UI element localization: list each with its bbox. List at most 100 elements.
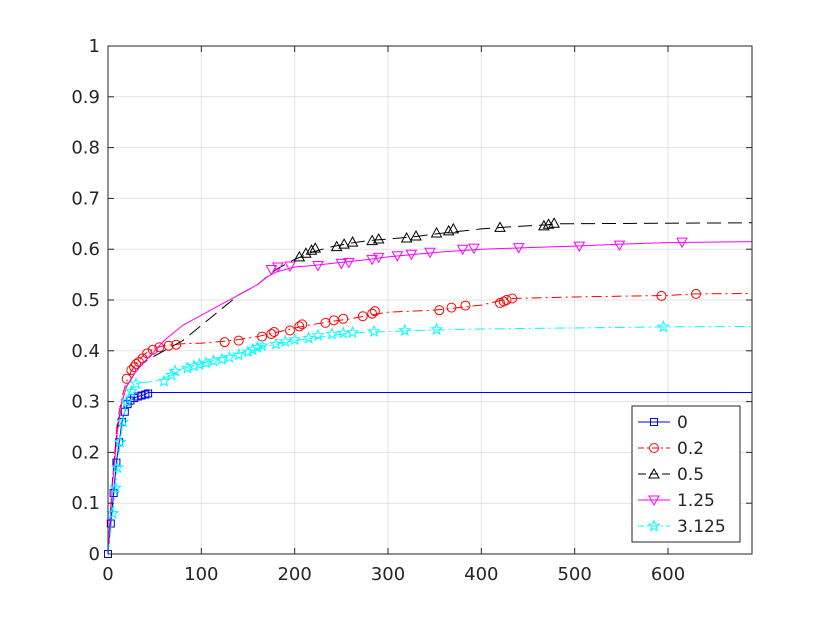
data-point-s4-15 — [206, 354, 221, 367]
data-point-s4-23 — [269, 337, 283, 350]
data-point-s2-4 — [330, 240, 343, 252]
series-line-4 — [107, 325, 753, 555]
data-point-s1-24 — [369, 306, 380, 317]
legend-marker-4 — [647, 519, 661, 532]
data-point-s4-32 — [398, 323, 412, 337]
data-point-s2-9 — [400, 231, 413, 243]
y-tick-label-2: 0.2 — [71, 442, 100, 463]
x-tick-label-5: 500 — [557, 564, 591, 585]
series-4 — [106, 319, 753, 555]
data-point-s1-3 — [131, 359, 141, 370]
axes: 0 100 200 300 400 500 600 0 0.1 0.2 0.3 0.4 0.5 0.6 0.… — [71, 36, 753, 585]
data-point-s1-15 — [269, 327, 280, 338]
series-1 — [107, 288, 753, 555]
data-point-s4-33 — [429, 322, 444, 336]
data-point-s3-7 — [372, 252, 385, 264]
data-point-s1-30 — [501, 295, 512, 305]
data-point-s1-33 — [691, 288, 701, 299]
data-point-s4-26 — [302, 331, 316, 344]
legend-marker-0 — [650, 418, 658, 426]
data-point-s1-21 — [338, 313, 349, 324]
data-point-s4-16 — [215, 352, 229, 366]
data-point-s4-21 — [250, 340, 264, 353]
data-point-s2-14 — [494, 221, 506, 232]
data-point-s3-3 — [312, 260, 324, 272]
data-point-s4-24 — [278, 334, 292, 348]
data-point-s3-6 — [366, 254, 378, 266]
y-tick-label-0: 0 — [89, 544, 100, 565]
data-point-s3-8 — [391, 251, 404, 262]
data-point-s1-8 — [154, 342, 165, 353]
x-tick-label-2: 200 — [277, 564, 311, 585]
data-point-s2-1 — [300, 247, 312, 258]
data-point-s2-12 — [442, 224, 455, 236]
data-point-s1-25 — [434, 305, 445, 316]
data-point-s3-13 — [512, 243, 525, 254]
data-point-s3-2 — [284, 261, 296, 272]
data-point-s1-12 — [233, 335, 244, 346]
y-tick-label-10: 1 — [89, 36, 100, 57]
data-point-s3-15 — [613, 240, 626, 252]
legend-entry-3: 1.25 — [638, 491, 715, 511]
data-point-s4-31 — [367, 324, 381, 338]
data-point-s3-16 — [676, 237, 688, 249]
data-point-s1-27 — [460, 300, 471, 311]
data-point-s2-10 — [410, 229, 422, 241]
series-group — [104, 217, 753, 558]
data-point-s4-34 — [656, 319, 670, 333]
data-point-s3-9 — [405, 249, 418, 261]
legend-label-1: 0.2 — [677, 439, 704, 459]
y-tick-label-7: 0.7 — [71, 188, 100, 209]
legend-marker-1 — [649, 443, 659, 453]
y-tick-label-5: 0.5 — [71, 290, 100, 311]
data-point-s2-7 — [366, 234, 378, 246]
data-point-s4-20 — [246, 342, 260, 356]
data-point-s4-30 — [345, 325, 360, 339]
data-point-s2-2 — [305, 244, 318, 255]
data-point-s4-25 — [288, 332, 302, 346]
legend-label-4: 3.125 — [677, 517, 726, 537]
legend-marker-3 — [648, 495, 660, 507]
data-point-s4-0 — [106, 506, 120, 519]
data-point-s1-18 — [297, 319, 308, 330]
data-point-s1-16 — [285, 325, 295, 336]
y-tick-label-3: 0.3 — [71, 392, 100, 413]
data-point-s1-20 — [328, 315, 339, 326]
data-point-s0-2 — [109, 489, 118, 498]
data-point-s0-12 — [141, 390, 150, 399]
data-point-s4-3 — [113, 435, 127, 448]
legend-entry-0: 0 — [638, 413, 688, 433]
data-point-s4-4 — [116, 414, 130, 428]
legend-entry-1: 0.2 — [638, 439, 704, 459]
data-point-s4-10 — [168, 364, 182, 377]
data-point-s1-7 — [147, 344, 158, 355]
legend-entry-4: 3.125 — [638, 517, 726, 537]
legend-label-0: 0 — [677, 413, 688, 433]
data-point-s4-12 — [187, 359, 201, 372]
data-point-s1-31 — [507, 293, 518, 304]
data-point-s4-27 — [311, 328, 325, 342]
series-3 — [107, 237, 753, 555]
legend-label-3: 1.25 — [677, 491, 715, 511]
data-point-s3-14 — [573, 241, 586, 253]
data-point-s2-17 — [548, 217, 560, 228]
x-tick-label-4: 400 — [464, 564, 498, 585]
legend-label-2: 0.5 — [677, 465, 704, 485]
legend-marker-2 — [648, 467, 660, 479]
data-point-s2-8 — [372, 233, 385, 244]
y-tick-label-6: 0.6 — [71, 239, 100, 260]
data-point-s4-7 — [129, 376, 143, 390]
data-point-s4-2 — [110, 460, 124, 474]
y-tick-label-4: 0.4 — [71, 341, 100, 362]
x-tick-label-0: 0 — [102, 564, 113, 585]
data-point-s1-22 — [357, 311, 368, 322]
legend: 0 0.2 0.5 1.25 3.125 — [631, 405, 741, 543]
data-point-s3-10 — [424, 247, 436, 259]
data-point-s1-23 — [367, 308, 378, 319]
data-point-s4-19 — [241, 344, 255, 358]
data-point-s3-11 — [456, 244, 469, 256]
data-point-s2-6 — [346, 236, 359, 247]
data-point-s2-11 — [430, 226, 443, 238]
